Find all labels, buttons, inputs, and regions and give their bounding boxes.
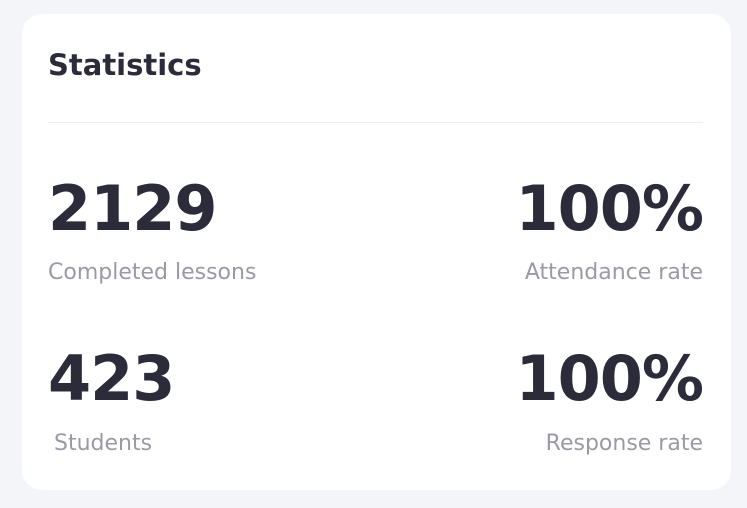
stat-label: Response rate <box>545 431 703 456</box>
stat-label: Students <box>54 431 153 456</box>
stat-value: 423 <box>48 342 175 415</box>
divider <box>48 122 703 123</box>
stat-value: 100% <box>515 172 704 245</box>
stat-label: Attendance rate <box>524 260 703 285</box>
stat-label: Completed lessons <box>48 260 257 285</box>
statistics-card: Statistics 2129 Completed lessons 100% A… <box>22 14 731 490</box>
stat-value: 100% <box>515 342 704 415</box>
stat-value: 2129 <box>48 172 218 245</box>
card-title: Statistics <box>48 48 202 82</box>
